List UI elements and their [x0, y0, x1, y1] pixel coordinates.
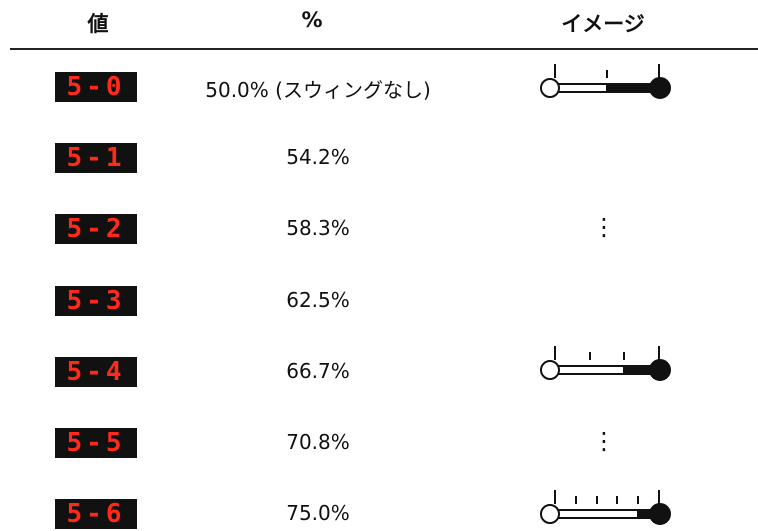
header-rule — [10, 48, 758, 50]
display-code: 5-1 — [55, 143, 137, 174]
header-percent: % — [301, 8, 323, 32]
percent: 70.8% — [286, 430, 350, 454]
display-code: 5-2 — [55, 214, 137, 245]
display-code: 5-6 — [55, 499, 137, 530]
thermometer-icon — [540, 64, 671, 99]
ellipsis: ⋮ — [592, 213, 616, 242]
percent: 66.7% — [286, 358, 350, 383]
display-code: 5-5 — [55, 428, 137, 458]
percent: 58.3% — [286, 216, 350, 241]
percent: 54.2% — [286, 145, 350, 170]
display-code: 5-3 — [55, 285, 137, 316]
header-display: 値 — [87, 12, 109, 36]
header-image: イメージ — [561, 12, 645, 36]
display-code: 5-0 — [55, 72, 137, 102]
thermometer-icon — [540, 490, 671, 525]
percent: 75.0% — [286, 501, 350, 526]
thermometer-icon — [540, 346, 671, 381]
ellipsis: ⋮ — [592, 427, 616, 455]
display-code: 5-4 — [55, 356, 137, 387]
percent: 50.0% (スウィングなし) — [205, 78, 431, 102]
percent: 62.5% — [286, 287, 350, 312]
